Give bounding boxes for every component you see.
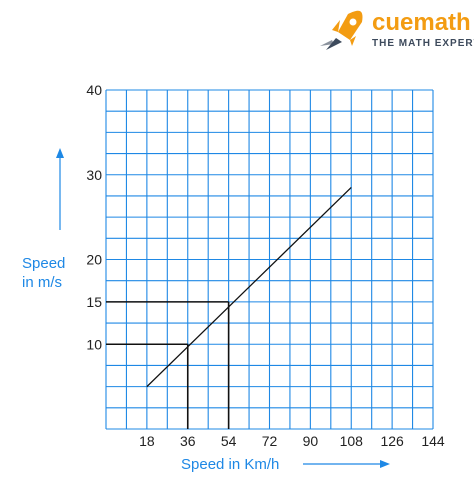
- x-tick-label: 126: [380, 433, 404, 449]
- x-tick-label: 36: [180, 433, 196, 449]
- x-tick-labels: 18 36 54 72 90 108 126 144: [139, 433, 445, 449]
- y-axis-label-line2: in m/s: [22, 274, 62, 291]
- x-tick-label: 144: [421, 433, 445, 449]
- x-tick-label: 18: [139, 433, 155, 449]
- series-line: [146, 186, 352, 388]
- brand-name: cuemath: [372, 9, 471, 36]
- y-tick-label: 40: [86, 82, 102, 98]
- y-tick-label: 15: [86, 294, 102, 310]
- series-lines: [146, 186, 352, 388]
- y-axis-arrow: [56, 148, 64, 230]
- brand-tagline: THE MATH EXPERT: [372, 38, 474, 49]
- x-tick-label: 54: [221, 433, 237, 449]
- reference-lines: [106, 301, 230, 429]
- y-tick-label: 10: [86, 336, 102, 352]
- grid: [105, 89, 434, 430]
- x-tick-label: 108: [340, 433, 364, 449]
- x-tick-label: 72: [262, 433, 278, 449]
- x-axis-arrow: [303, 460, 390, 468]
- y-axis-label-line1: Speed: [22, 255, 65, 272]
- rocket-icon: [320, 10, 363, 50]
- x-tick-label: 90: [303, 433, 319, 449]
- y-tick-labels: 10 15 20 30 40: [86, 82, 102, 352]
- y-tick-label: 30: [86, 167, 102, 183]
- cuemath-logo: cuemath THE MATH EXPERT: [320, 9, 474, 50]
- y-tick-label: 20: [86, 252, 102, 268]
- x-axis-label: Speed in Km/h: [181, 456, 279, 473]
